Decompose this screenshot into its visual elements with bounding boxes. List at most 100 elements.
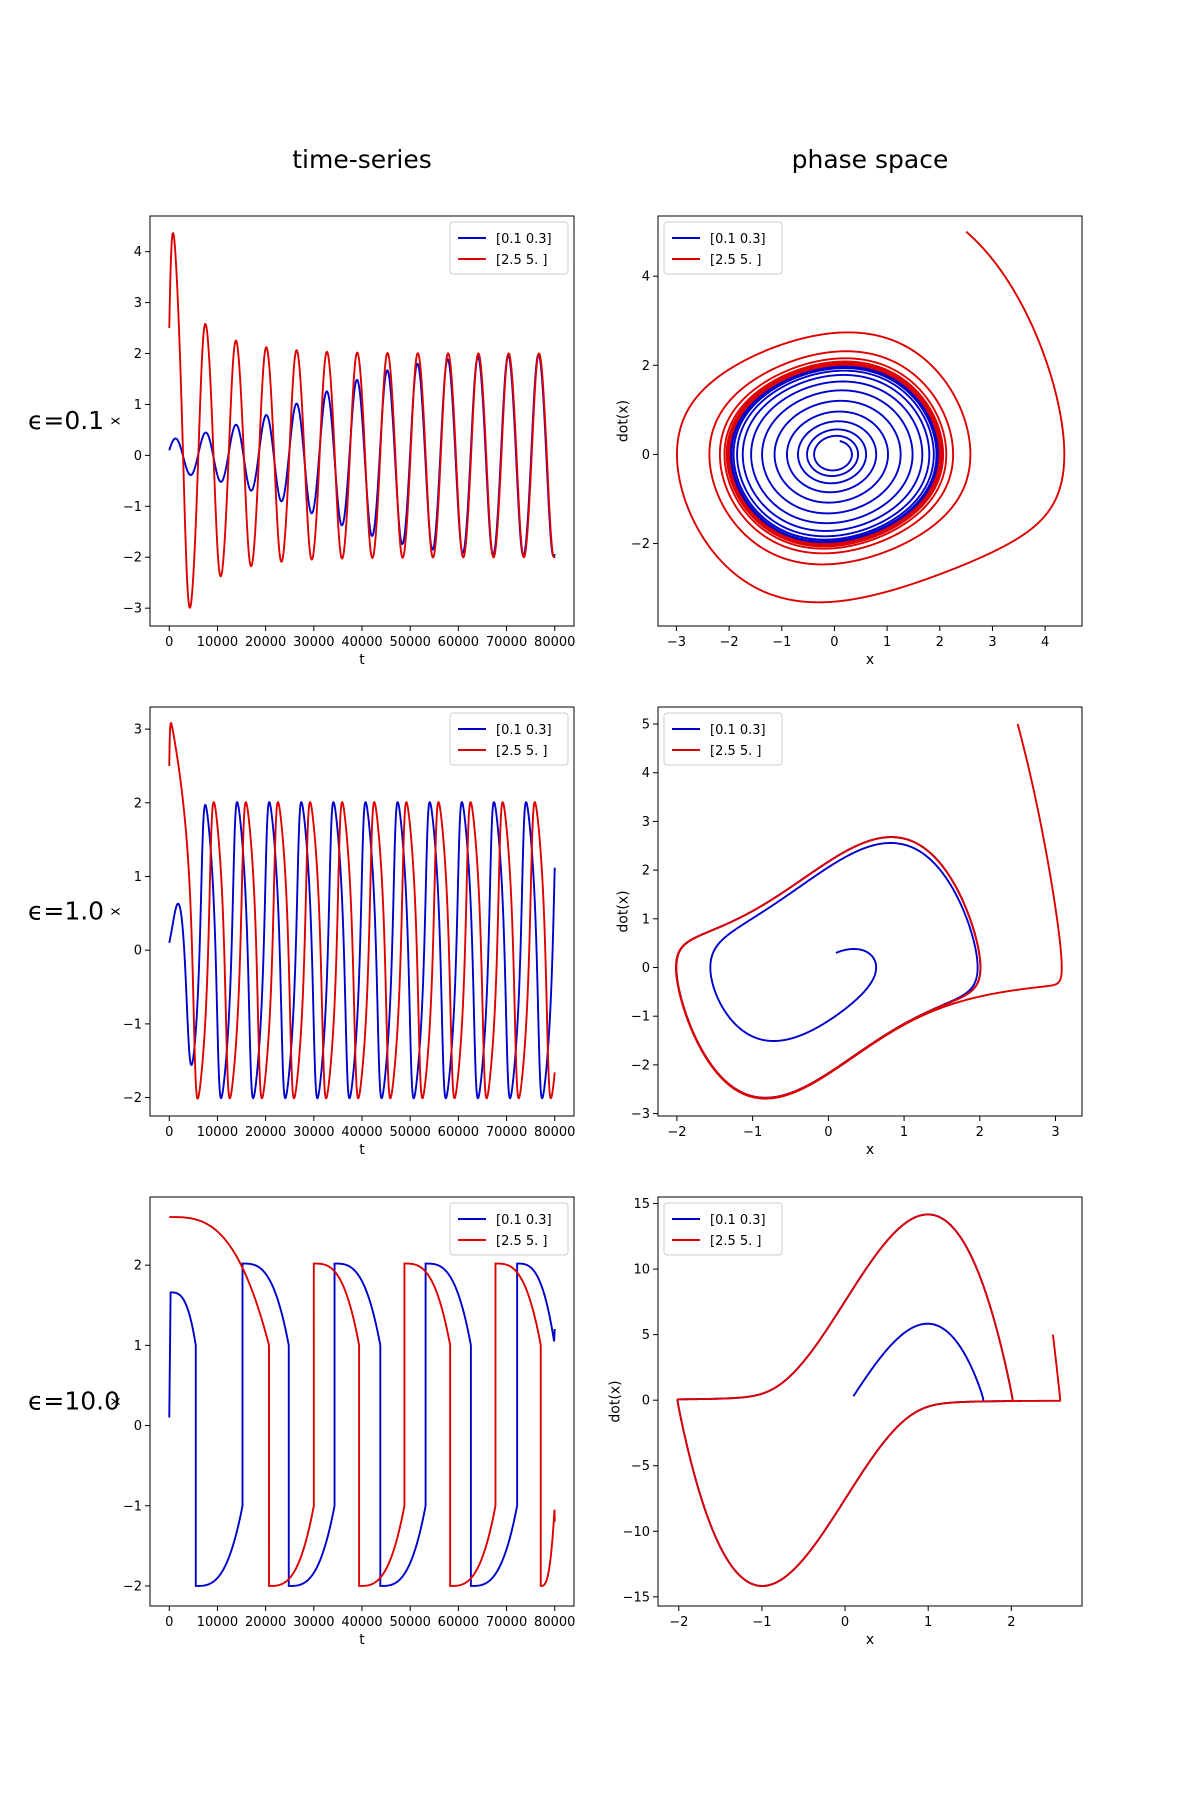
x-tick-label: −2 bbox=[720, 635, 739, 650]
legend-entry: [2.5 5. ] bbox=[710, 744, 762, 759]
y-tick-label: 5 bbox=[642, 718, 650, 733]
y-tick-label: −1 bbox=[631, 1010, 650, 1025]
axes-frame bbox=[657, 1196, 1083, 1607]
y-axis-label: x bbox=[108, 417, 124, 425]
legend-entry: [2.5 5. ] bbox=[496, 253, 548, 268]
y-tick-label: −3 bbox=[123, 602, 142, 617]
legend-entry: [0.1 0.3] bbox=[710, 723, 766, 738]
legend-entry: [0.1 0.3] bbox=[710, 1213, 766, 1228]
row-label: ϵ=1.0 bbox=[28, 897, 104, 926]
x-tick-label: 50000 bbox=[390, 1125, 431, 1140]
y-tick-label: −1 bbox=[123, 500, 142, 515]
x-tick-label: 30000 bbox=[293, 1125, 334, 1140]
x-axis-label: x bbox=[866, 1142, 874, 1158]
x-tick-label: 70000 bbox=[486, 1615, 527, 1630]
legend-entry: [2.5 5. ] bbox=[710, 1234, 762, 1249]
x-tick-label: 0 bbox=[165, 1125, 173, 1140]
legend-entry: [0.1 0.3] bbox=[496, 232, 552, 247]
y-tick-label: 4 bbox=[642, 766, 650, 781]
x-tick-label: 80000 bbox=[534, 1125, 575, 1140]
y-tick-label: 1 bbox=[134, 870, 142, 885]
x-tick-label: 2 bbox=[1007, 1615, 1015, 1630]
x-tick-label: 0 bbox=[824, 1125, 832, 1140]
legend: [0.1 0.3] [2.5 5. ] bbox=[449, 221, 569, 275]
y-tick-label: 4 bbox=[134, 245, 142, 260]
x-tick-label: 60000 bbox=[438, 1125, 479, 1140]
series-line bbox=[169, 1216, 556, 1587]
series-line bbox=[675, 836, 982, 1099]
x-tick-label: 4 bbox=[1041, 635, 1049, 650]
x-axis-label: t bbox=[359, 652, 365, 668]
legend-entry: [0.1 0.3] bbox=[710, 232, 766, 247]
x-tick-label: 60000 bbox=[438, 635, 479, 650]
y-tick-label: 0 bbox=[642, 961, 650, 976]
legend-box bbox=[449, 221, 569, 275]
row-label: ϵ=10.0 bbox=[28, 1387, 120, 1416]
x-tick-label: 20000 bbox=[245, 1125, 286, 1140]
legend-entry: [2.5 5. ] bbox=[710, 253, 762, 268]
y-tick-label: 2 bbox=[642, 359, 650, 374]
legend: [0.1 0.3] [2.5 5. ] bbox=[449, 1202, 569, 1256]
y-tick-label: −10 bbox=[623, 1525, 650, 1540]
x-tick-label: 0 bbox=[165, 635, 173, 650]
legend-box bbox=[449, 712, 569, 766]
x-tick-label: 40000 bbox=[341, 1615, 382, 1630]
x-axis-label: t bbox=[359, 1632, 365, 1648]
y-tick-label: 3 bbox=[642, 815, 650, 830]
series-line bbox=[168, 801, 556, 1100]
column-title: phase space bbox=[792, 145, 949, 174]
x-tick-label: 70000 bbox=[486, 635, 527, 650]
x-tick-label: 1 bbox=[883, 635, 891, 650]
x-tick-label: −2 bbox=[669, 1615, 688, 1630]
x-tick-label: 2 bbox=[976, 1125, 984, 1140]
y-tick-label: 1 bbox=[642, 912, 650, 927]
y-tick-label: −2 bbox=[123, 1091, 142, 1106]
x-tick-label: 0 bbox=[841, 1615, 849, 1630]
x-tick-label: 3 bbox=[988, 635, 996, 650]
x-tick-label: 20000 bbox=[245, 1615, 286, 1630]
y-tick-label: 4 bbox=[642, 270, 650, 285]
chart-panel: 0 10000 20000 30000 40000 50000 60000 70000 8000… bbox=[108, 215, 575, 668]
series-line bbox=[728, 364, 940, 545]
x-tick-label: −2 bbox=[667, 1125, 686, 1140]
chart-panel: 0 10000 20000 30000 40000 50000 60000 70000 8000… bbox=[108, 1196, 575, 1648]
y-tick-label: 0 bbox=[134, 1419, 142, 1434]
x-tick-label: −1 bbox=[772, 635, 791, 650]
x-tick-label: 80000 bbox=[534, 1615, 575, 1630]
y-tick-label: 0 bbox=[134, 449, 142, 464]
legend-box bbox=[449, 1202, 569, 1256]
legend-entry: [2.5 5. ] bbox=[496, 1234, 548, 1249]
series-line bbox=[674, 723, 1063, 1100]
y-tick-label: −2 bbox=[123, 1579, 142, 1594]
x-tick-label: 3 bbox=[1051, 1125, 1059, 1140]
y-tick-label: 3 bbox=[134, 723, 142, 738]
x-tick-label: 70000 bbox=[486, 1125, 527, 1140]
x-tick-label: 1 bbox=[900, 1125, 908, 1140]
chart-panel: −2 −1 0 1 2 3 −3 −2 −1 0 1 2 3 4 5 x dot(x) [0.1 0.3] [2.5… bbox=[616, 706, 1083, 1158]
y-tick-label: −15 bbox=[623, 1590, 650, 1605]
series-line bbox=[676, 230, 1066, 604]
y-tick-label: 0 bbox=[642, 1394, 650, 1409]
y-tick-label: 2 bbox=[134, 347, 142, 362]
chart-panel: 0 10000 20000 30000 40000 50000 60000 70000 8000… bbox=[108, 706, 575, 1158]
y-tick-label: −2 bbox=[123, 551, 142, 566]
row-label: ϵ=0.1 bbox=[28, 406, 104, 435]
y-tick-label: 10 bbox=[633, 1263, 650, 1278]
legend: [0.1 0.3] [2.5 5. ] bbox=[663, 221, 783, 275]
y-axis-label: dot(x) bbox=[616, 400, 632, 442]
legend-entry: [0.1 0.3] bbox=[496, 1213, 552, 1228]
legend-box bbox=[663, 1202, 783, 1256]
x-tick-label: 2 bbox=[936, 635, 944, 650]
legend-box bbox=[663, 712, 783, 766]
y-tick-label: 5 bbox=[642, 1328, 650, 1343]
y-tick-label: −5 bbox=[631, 1459, 650, 1474]
chart-panel: −3 −2 −1 0 1 2 3 4 −2 0 2 4 x dot(x) [0.1 0.3] [2.5 5. … bbox=[616, 215, 1083, 668]
y-axis-label: x bbox=[108, 907, 124, 915]
x-axis-label: x bbox=[866, 652, 874, 668]
legend: [0.1 0.3] [2.5 5. ] bbox=[663, 712, 783, 766]
x-axis-label: x bbox=[866, 1632, 874, 1648]
y-tick-label: 2 bbox=[642, 864, 650, 879]
y-axis-label: dot(x) bbox=[616, 890, 632, 932]
y-tick-label: 15 bbox=[633, 1197, 650, 1212]
